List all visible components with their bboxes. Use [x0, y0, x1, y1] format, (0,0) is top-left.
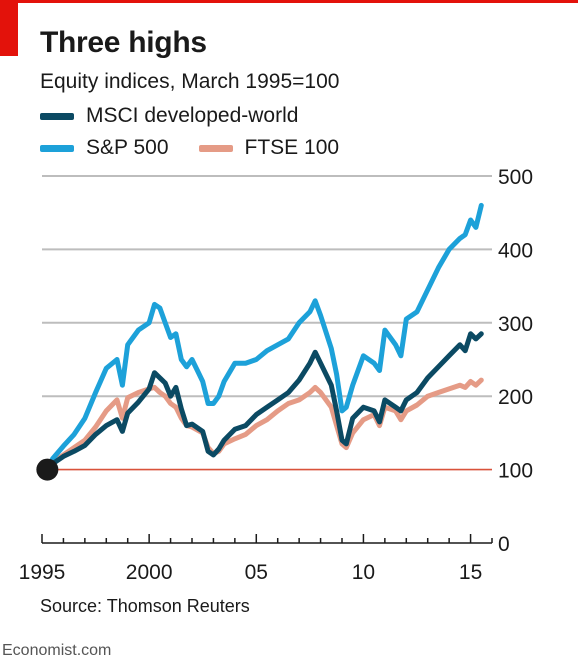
series-line-sp500: [44, 202, 484, 473]
legend-label-ftse: FTSE 100: [244, 136, 340, 159]
x-tick-label-2010: 10: [352, 561, 375, 584]
legend-row-2: S&P 500 FTSE 100: [40, 136, 339, 160]
publisher-credit: Economist.com: [2, 642, 112, 659]
legend-swatch-ftse: [198, 144, 233, 152]
top-rule: [0, 0, 578, 3]
y-tick-label-500: 500: [498, 166, 533, 189]
legend-row-1: MSCI developed-world: [40, 104, 298, 128]
legend-label-msci: MSCI developed-world: [86, 104, 299, 127]
source-note: Source: Thomson Reuters: [40, 596, 250, 616]
series-line-ftse: [44, 377, 484, 473]
chart-title: Three highs: [40, 26, 207, 59]
x-tick-label-2005: 05: [245, 561, 268, 584]
legend-item-sp500: S&P 500: [40, 136, 169, 160]
legend-item-ftse: FTSE 100: [198, 136, 340, 160]
chart-subtitle: Equity indices, March 1995=100: [40, 70, 340, 93]
series-line-msci: [44, 331, 484, 473]
legend-label-sp500: S&P 500: [86, 136, 169, 159]
y-tick-label-100: 100: [498, 460, 533, 483]
x-tick-label-2000: 2000: [126, 561, 173, 584]
legend-swatch-msci: [40, 112, 74, 120]
y-tick-label-300: 300: [498, 313, 533, 336]
y-tick-label-0: 0: [498, 533, 510, 556]
legend-swatch-sp500: [40, 144, 74, 152]
brand-tag: [0, 0, 18, 56]
start-point-marker: [36, 458, 59, 481]
y-tick-label-200: 200: [498, 386, 533, 409]
x-tick-label-2015: 15: [459, 561, 482, 584]
legend-item-msci: MSCI developed-world: [40, 104, 298, 128]
x-tick-label-1995: 1995: [19, 561, 66, 584]
y-tick-label-400: 400: [498, 239, 533, 262]
